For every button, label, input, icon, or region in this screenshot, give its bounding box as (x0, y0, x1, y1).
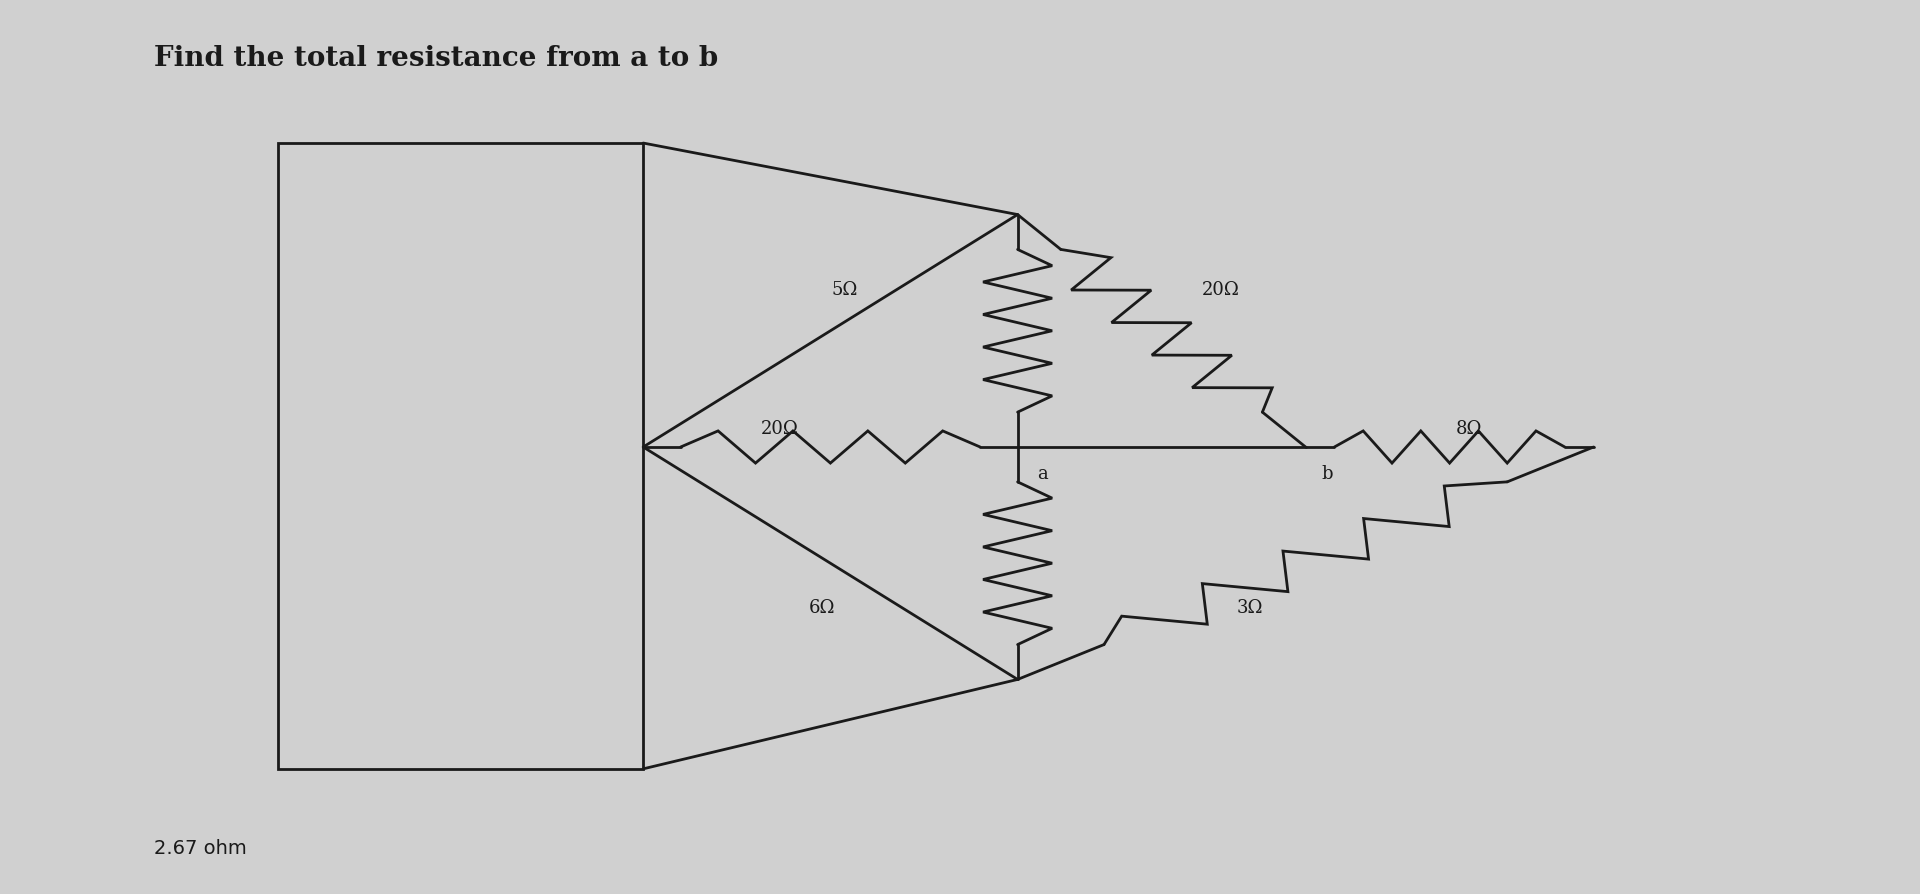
Text: Find the total resistance from a to b: Find the total resistance from a to b (154, 45, 718, 72)
Text: 20Ω: 20Ω (1202, 282, 1240, 299)
Text: 8Ω: 8Ω (1455, 420, 1482, 438)
Text: b: b (1321, 465, 1332, 483)
Text: 6Ω: 6Ω (808, 599, 835, 617)
Bar (278, 143, 643, 769)
Text: 5Ω: 5Ω (831, 282, 858, 299)
Text: 3Ω: 3Ω (1236, 599, 1263, 617)
Text: a: a (1037, 465, 1048, 483)
Text: 20Ω: 20Ω (760, 420, 799, 438)
Text: 2.67 ohm: 2.67 ohm (154, 839, 246, 858)
